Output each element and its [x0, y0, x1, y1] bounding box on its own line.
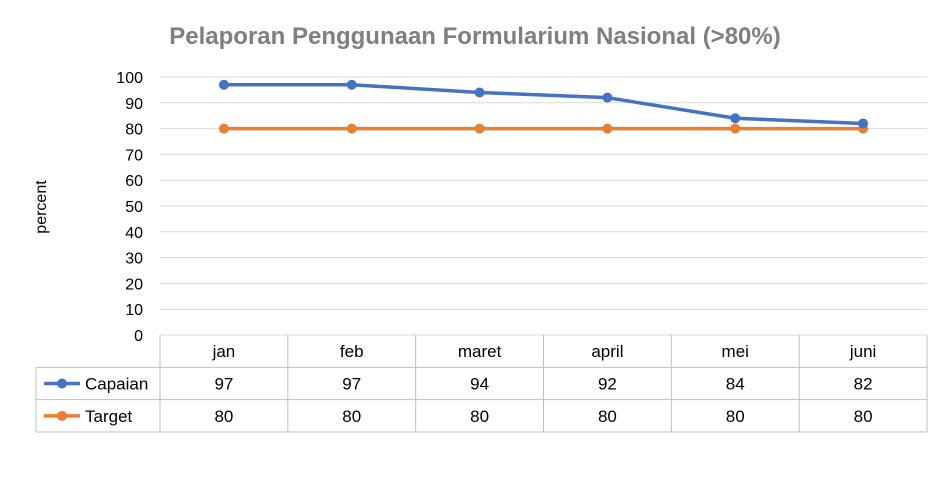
data-table-value: 84: [726, 375, 745, 394]
data-point-capaian: [858, 118, 869, 129]
data-point-capaian: [218, 79, 229, 90]
data-point-target: [602, 123, 613, 134]
legend-label: Capaian: [85, 375, 148, 394]
x-tick-label: feb: [340, 342, 364, 361]
data-table-value: 80: [470, 407, 489, 426]
y-tick-label: 50: [125, 199, 143, 216]
x-tick-label: jan: [212, 342, 236, 361]
data-point-capaian: [346, 79, 357, 90]
y-tick-label: 0: [134, 328, 143, 345]
y-tick-label: 100: [116, 70, 143, 87]
data-table-value: 82: [854, 375, 873, 394]
data-table-value: 80: [214, 407, 233, 426]
data-table-value: 94: [470, 375, 489, 394]
y-tick-label: 10: [125, 302, 143, 319]
data-table: jan feb maret april mei juni Capaian 97 97 94 92 84…: [35, 335, 928, 433]
y-axis-label: percent: [33, 180, 50, 234]
data-table-value: 80: [726, 407, 745, 426]
y-axis-ticks: 0 10 20 30 40 50 60 70 80 90 100: [116, 70, 143, 345]
series-line-capaian: [223, 82, 864, 126]
y-tick-label: 20: [125, 276, 143, 293]
data-point-target: [730, 123, 741, 134]
data-table-value: 80: [598, 407, 617, 426]
legend-label: Target: [85, 407, 133, 426]
y-tick-label: 90: [125, 96, 143, 113]
legend-marker-capaian: [57, 378, 67, 389]
x-tick-label: april: [591, 342, 623, 361]
data-point-capaian: [602, 92, 613, 103]
data-table-value: 97: [214, 375, 233, 394]
gridlines: [160, 76, 927, 336]
data-point-capaian: [730, 113, 741, 124]
x-tick-label: maret: [458, 342, 502, 361]
data-table-value: 80: [854, 407, 873, 426]
series-layer: [218, 79, 869, 134]
data-table-value: 80: [342, 407, 361, 426]
data-table-value: 92: [598, 375, 617, 394]
y-tick-label: 80: [125, 122, 143, 139]
x-tick-label: mei: [722, 342, 749, 361]
data-table-value: 97: [342, 375, 361, 394]
legend-marker-target: [57, 410, 67, 421]
y-tick-label: 60: [125, 173, 143, 190]
data-point-target: [474, 123, 485, 134]
data-point-target: [218, 123, 229, 134]
chart-title: Pelaporan Penggunaan Formularium Nasiona…: [169, 23, 780, 50]
y-tick-label: 70: [125, 147, 143, 164]
y-tick-label: 40: [125, 225, 143, 242]
y-tick-label: 30: [125, 251, 143, 268]
data-point-target: [346, 123, 357, 134]
x-tick-label: juni: [849, 342, 876, 361]
data-point-capaian: [474, 87, 485, 98]
